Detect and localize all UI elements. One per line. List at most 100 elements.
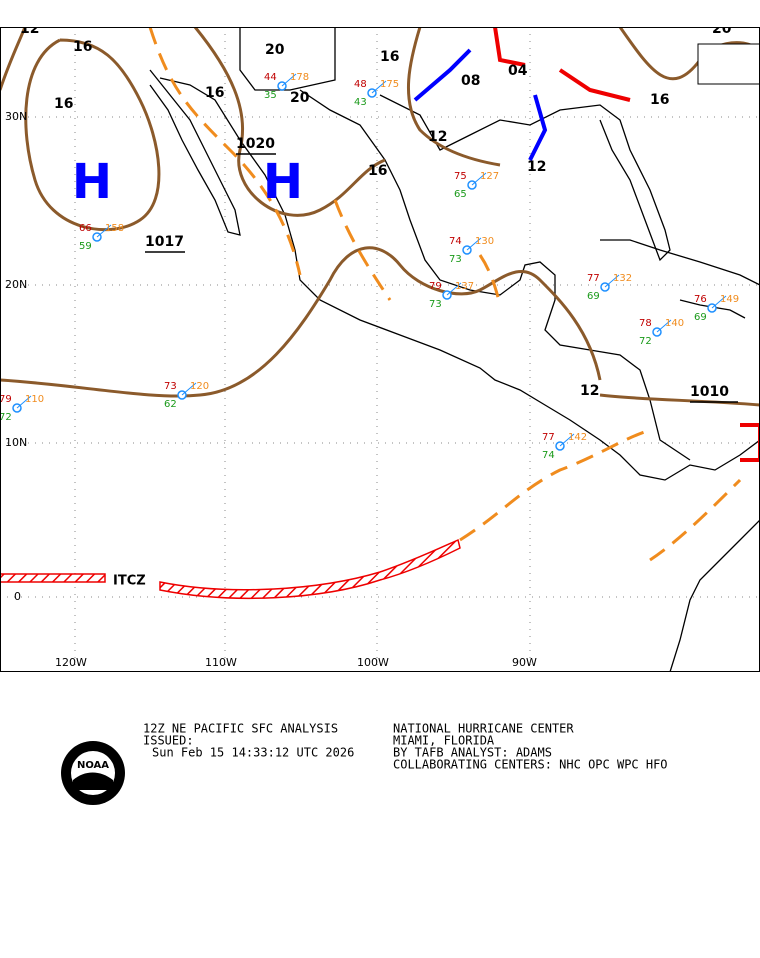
troughs [148,27,742,562]
wind-barb [96,224,112,238]
station-plot: 77 74 142 [542,432,587,461]
station-pressure: 178 [290,72,309,83]
wind-barb [559,433,575,447]
high-center: H [72,154,112,210]
lon-label: 110W [205,656,237,669]
station-temperature: 78 [639,318,652,329]
station-dewpoint: 59 [79,241,92,252]
station-dewpoint: 73 [449,254,462,265]
isobar-label: 12 [428,129,447,145]
station-dewpoint: 62 [164,399,177,410]
wind-barb [466,237,482,251]
isobar-label: 16 [650,92,669,108]
pressure-label: 1017 [145,234,184,250]
station-dewpoint: 65 [454,189,467,200]
station-pressure: 142 [568,432,587,443]
station-pressure: 175 [380,79,399,90]
high-center: H [263,154,303,210]
center-name: NATIONAL HURRICANE CENTER [393,722,574,736]
isobar-label: 04 [508,63,528,79]
wind-barb [281,73,297,87]
wind-barb [181,382,197,396]
isobar-label: 12 [20,21,39,37]
station-pressure: 127 [480,171,499,182]
station-dewpoint: 43 [354,97,367,108]
wind-barb [604,274,620,288]
isobar-label: 12 [527,159,546,175]
station-plot: 73 62 120 [164,381,209,410]
pressure-label: 1010 [690,384,729,400]
wind-barb [711,295,727,309]
lat-label: 30N [5,110,27,123]
isobar-label: 16 [380,49,399,65]
footer: NOAA 12Z NE PACIFIC SFC ANALYSIS ISSUED:… [61,722,668,805]
station-dewpoint: 72 [639,336,652,347]
isobar-label: 16 [205,85,224,101]
wind-barb [471,172,487,186]
station-dewpoint: 73 [429,299,442,310]
station-temperature: 77 [542,432,555,443]
isobar-label: 16 [368,163,387,179]
station-dewpoint: 74 [542,450,555,461]
station-temperature: 77 [587,273,600,284]
isobar-label: 20 [265,42,285,58]
station-temperature: 75 [454,171,467,182]
station-temperature: 44 [264,72,277,83]
station-plot: 77 69 132 [587,273,632,302]
isobar-label: 16 [73,39,92,55]
lon-label: 100W [357,656,389,669]
isobar-label: 12 [580,383,599,399]
lon-label: 90W [512,656,537,669]
station-dewpoint: 69 [587,291,600,302]
wind-barb [446,282,462,296]
storm-box [697,43,760,85]
station-plot: 48 43 175 [354,79,399,108]
station-pressure: 149 [720,294,739,305]
station-plot: 78 72 140 [639,318,684,347]
lon-label: 120W [55,656,87,669]
station-plot: 79 72 110 [0,394,44,423]
center-location: MIAMI, FLORIDA [393,734,495,748]
station-plot: 75 65 127 [454,171,499,200]
lat-label: 0 [14,590,21,603]
logo-text: NOAA [77,760,109,771]
noaa-logo-gull [73,772,113,790]
isobar-label: 16 [54,96,73,112]
issued-label: ISSUED: [143,734,194,748]
feature-label: ITCZ [113,574,146,589]
fronts [413,27,760,462]
station-pressure: 140 [665,318,684,329]
map-background [0,27,760,672]
graticule [0,27,760,672]
itcz [0,538,461,600]
isobar-label: 20 [290,90,310,106]
station-dewpoint: 69 [694,312,707,323]
product-title: 12Z NE PACIFIC SFC ANALYSIS [143,722,338,736]
timestamp: Sun Feb 15 14:33:12 UTC 2026 [152,746,354,760]
wind-barb [371,80,387,94]
station-temperature: 66 [79,223,92,234]
station-plot: 44 35 178 [264,72,309,101]
station-pressure: 137 [455,281,474,292]
station-plot: 66 59 158 [79,223,124,252]
collaborating-centers: COLLABORATING CENTERS: NHC OPC WPC HFO [393,758,668,772]
station-temperature: 76 [694,294,707,305]
station-temperature: 79 [0,394,12,405]
pressure-label: 1020 [236,136,275,152]
station-plot: 74 73 130 [449,236,494,265]
analyst: BY TAFB ANALYST: ADAMS [393,746,552,760]
station-temperature: 79 [429,281,442,292]
station-pressure: 158 [105,223,124,234]
isobar-label: 20 [712,21,732,37]
station-plot: 76 69 149 [694,294,739,323]
isobars [0,27,760,407]
lat-label: 20N [5,278,27,291]
station-temperature: 48 [354,79,367,90]
lat-label: 10N [5,436,27,449]
isobar-label: 08 [461,73,480,89]
station-dewpoint: 72 [0,412,12,423]
station-pressure: 120 [190,381,209,392]
station-plot: 79 73 137 [429,281,474,310]
station-pressure: 110 [25,394,44,405]
